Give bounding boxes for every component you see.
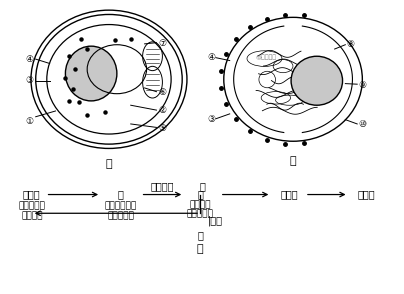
Text: 成肽链）: 成肽链） [21, 211, 42, 220]
Text: 甲: 甲 [106, 158, 112, 168]
Text: ⑥: ⑥ [158, 88, 166, 97]
Text: ③: ③ [26, 76, 34, 85]
Text: ⑭: ⑭ [197, 230, 203, 240]
Text: @正确教育: @正确教育 [256, 55, 277, 61]
Text: ④: ④ [26, 55, 34, 64]
Text: ⑬: ⑬ [199, 181, 205, 191]
Text: 细胞膜: 细胞膜 [280, 190, 298, 200]
Text: ⑩: ⑩ [358, 120, 366, 129]
Text: |供能: |供能 [208, 215, 223, 226]
Text: （进一步: （进一步 [189, 201, 211, 210]
Text: 修饰加工）: 修饰加工） [187, 209, 213, 218]
Text: ⑤: ⑤ [158, 124, 166, 133]
Text: 丙: 丙 [197, 244, 203, 254]
Text: 成蛋白质）: 成蛋白质） [107, 211, 134, 220]
Text: 核糖体: 核糖体 [23, 190, 40, 200]
Text: 乙: 乙 [290, 156, 297, 166]
Ellipse shape [65, 46, 117, 101]
Text: ⑦: ⑦ [158, 39, 166, 48]
Text: （氨基酸形: （氨基酸形 [18, 202, 45, 211]
Text: ③: ③ [208, 115, 216, 124]
Text: ⑫: ⑫ [197, 190, 203, 200]
Text: ⑪: ⑪ [118, 190, 124, 200]
Text: ⑧: ⑧ [346, 40, 355, 49]
Text: ⑨: ⑨ [358, 81, 366, 90]
Text: 细胞外: 细胞外 [358, 190, 375, 200]
Text: （加工肽链形: （加工肽链形 [105, 202, 137, 211]
Ellipse shape [291, 56, 343, 105]
Text: ④: ④ [208, 53, 216, 62]
Text: ②: ② [158, 106, 166, 116]
Text: ①: ① [26, 116, 34, 126]
Text: 具膜小泡: 具膜小泡 [151, 181, 174, 191]
